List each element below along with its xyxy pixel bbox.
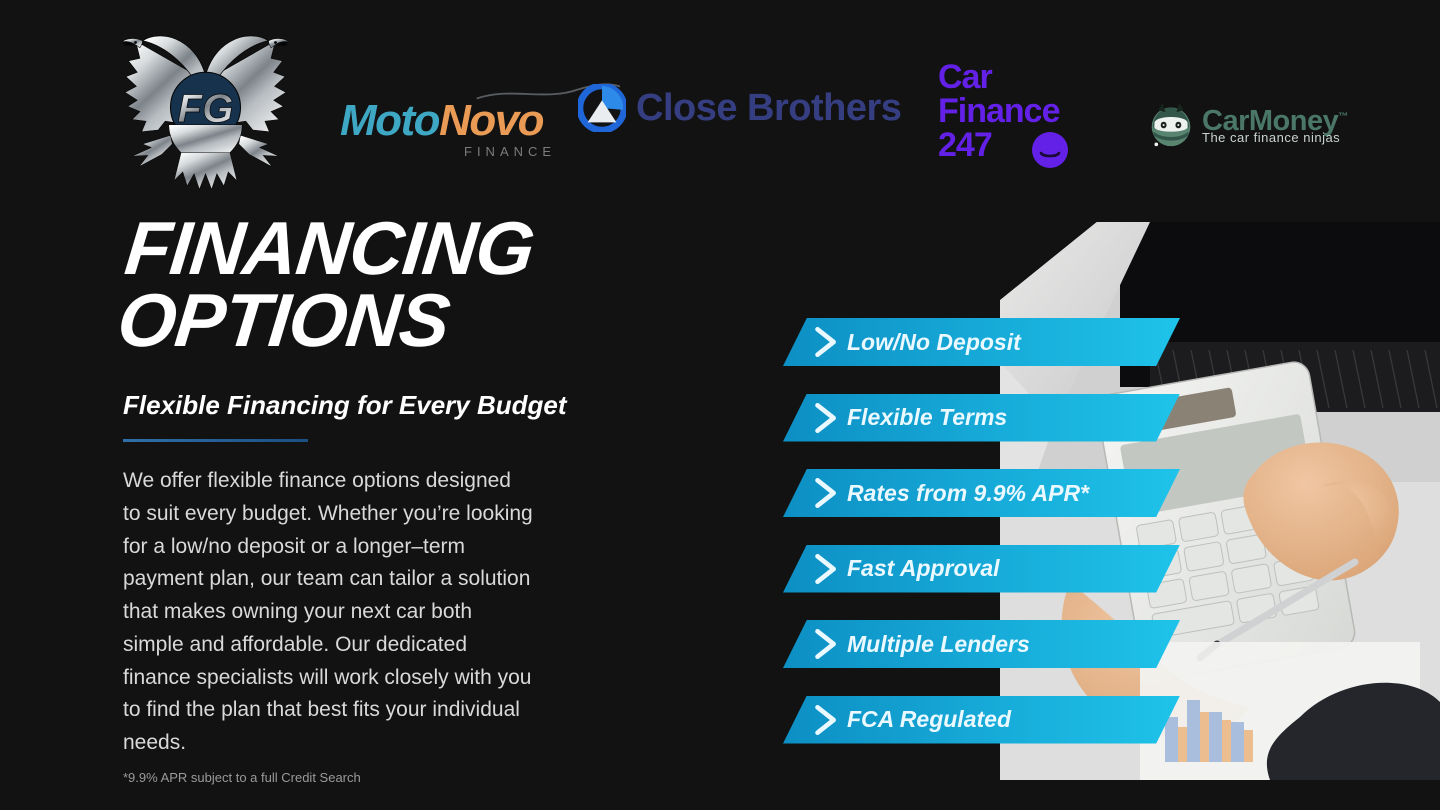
svg-text:FG: FG — [178, 86, 234, 131]
